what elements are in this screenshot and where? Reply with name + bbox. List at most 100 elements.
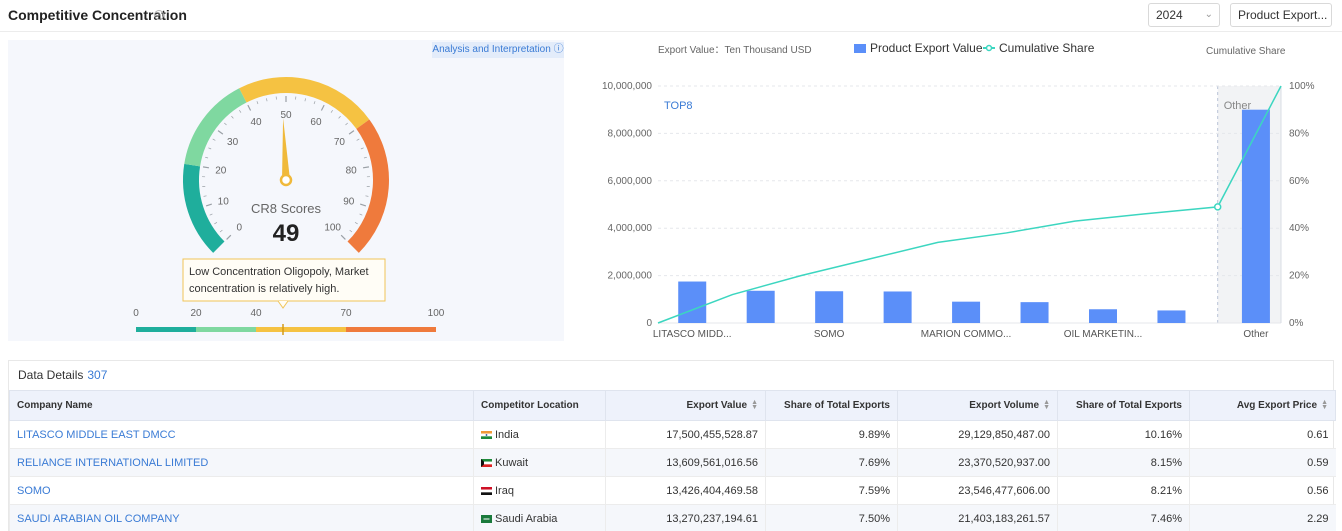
unit-label: Export Value：Ten Thousand USD: [658, 45, 812, 56]
avg-price: 2.29: [1189, 504, 1336, 531]
bar[interactable]: [952, 301, 981, 323]
dial-tick: [256, 101, 259, 105]
col-share-exports[interactable]: Share of Total Exports: [765, 390, 898, 421]
gauge-needle: [282, 118, 290, 181]
dial-tick: [203, 195, 207, 197]
bar[interactable]: [1020, 302, 1049, 323]
details-count: 307: [87, 368, 108, 382]
export-value-chart: Export Value：Ten Thousand USD Product Ex…: [602, 41, 1315, 340]
col-export-volume[interactable]: Export Volume ▲ ▼: [897, 390, 1058, 421]
other-label: Other: [1224, 100, 1252, 112]
y-tick-label: 0: [646, 318, 652, 329]
bar[interactable]: [678, 281, 707, 323]
saudi-flag-icon: [481, 514, 492, 523]
company-name-link[interactable]: SAUDI ARABIAN OIL COMPANY: [9, 504, 474, 531]
legend-bar-label[interactable]: Product Export Value: [870, 41, 983, 55]
bar[interactable]: [815, 291, 844, 323]
location-text: Kuwait: [495, 456, 529, 469]
product-select[interactable]: Product Export...: [1230, 3, 1332, 27]
dial-tick: [338, 115, 341, 119]
section-header: Competitive Concentration i 2024 ⌄ Produ…: [0, 0, 1342, 32]
export-value: 17,500,455,528.87: [605, 420, 766, 449]
year-select[interactable]: 2024 ⌄: [1148, 3, 1220, 27]
dial-label: 90: [343, 196, 355, 207]
dial-tick: [340, 234, 346, 240]
sort-icon[interactable]: ▲ ▼: [1321, 399, 1328, 412]
dial-label: 40: [250, 117, 262, 128]
location-text: Saudi Arabia: [495, 512, 558, 525]
export-value: 13,426,404,469.58: [605, 476, 766, 505]
dial-label: 30: [227, 137, 239, 148]
y-tick-label: 6,000,000: [608, 176, 653, 187]
analysis-interpretation-button[interactable]: Analysis and Interpretation ⓘ: [432, 42, 564, 58]
needle-hub: [279, 173, 293, 187]
company-name-link[interactable]: RELIANCE INTERNATIONAL LIMITED: [9, 448, 474, 477]
sort-icon[interactable]: ▲ ▼: [1043, 399, 1050, 412]
sort-icon[interactable]: ▲ ▼: [751, 399, 758, 412]
x-tick-label: Other: [1243, 329, 1269, 340]
tooltip-box: Low Concentration Oligopoly, Market conc…: [182, 258, 386, 309]
right-axis-title: Cumulative Share: [1206, 46, 1286, 57]
scale-label: 0: [133, 308, 139, 319]
bar[interactable]: [1089, 309, 1117, 323]
export-volume: 23,546,477,606.00: [897, 476, 1058, 505]
cumulative-marker[interactable]: [1213, 203, 1222, 211]
dial-tick: [349, 229, 353, 233]
col-avg-price[interactable]: Avg Export Price ▲ ▼: [1189, 390, 1336, 421]
dial-tick: [208, 147, 212, 150]
share-volume: 8.21%: [1057, 476, 1190, 505]
dial-tick: [266, 98, 268, 102]
col-competitor-location[interactable]: Competitor Location: [473, 390, 606, 421]
details-header: Data Details 307: [9, 361, 1333, 390]
legend-line-marker: [985, 44, 993, 52]
dial-label: 70: [334, 137, 346, 148]
cumulative-share-line: [657, 85, 1282, 324]
info-icon[interactable]: i: [154, 10, 164, 20]
dial-tick: [239, 109, 242, 113]
iraq-flag-icon: [481, 486, 492, 495]
avg-price: 0.59: [1189, 448, 1336, 477]
col-export-value-label: Export Value: [686, 400, 748, 411]
location-text: Iraq: [495, 484, 514, 497]
table-row[interactable]: SAUDI ARABIAN OIL COMPANY Saudi Arabia 13,…: [9, 504, 1336, 531]
table-row[interactable]: LITASCO MIDDLE EAST DMCC India 17,500,455,…: [9, 420, 1336, 449]
bar[interactable]: [883, 291, 912, 323]
col-export-value[interactable]: Export Value ▲ ▼: [605, 390, 766, 421]
product-value: Product Export...: [1238, 8, 1328, 22]
scale-label: 40: [250, 308, 262, 319]
table-row[interactable]: SOMO Iraq 13,426,404,469.58 7.59% 23,546,477…: [9, 476, 1336, 505]
col-company-name[interactable]: Company Name: [9, 390, 474, 421]
dial-tick: [365, 195, 369, 197]
y2-tick-label: 20%: [1289, 271, 1309, 282]
export-value: 13,270,237,194.61: [605, 504, 766, 531]
bar[interactable]: [1157, 310, 1186, 323]
dial-tick: [202, 166, 210, 169]
tooltip-line-2: concentration is relatively high.: [189, 283, 339, 295]
dial-tick: [313, 101, 316, 105]
company-name-link[interactable]: LITASCO MIDDLE EAST DMCC: [9, 420, 474, 449]
share-exports: 7.50%: [765, 504, 898, 531]
table-row[interactable]: RELIANCE INTERNATIONAL LIMITED Kuwait 13,6…: [9, 448, 1336, 477]
company-name-link[interactable]: SOMO: [9, 476, 474, 505]
dial-tick: [360, 147, 364, 150]
scale-segment: [136, 327, 196, 332]
competitor-location: India: [473, 420, 606, 449]
legend-line-label[interactable]: Cumulative Share: [999, 41, 1095, 55]
col-avg-price-label: Avg Export Price: [1236, 400, 1318, 411]
share-exports: 7.69%: [765, 448, 898, 477]
avg-price: 0.61: [1189, 420, 1336, 449]
export-value: 13,609,561,016.56: [605, 448, 766, 477]
scale-label: 100: [428, 308, 445, 319]
dial-tick: [231, 115, 234, 119]
col-share-volume[interactable]: Share of Total Exports: [1057, 390, 1190, 421]
cr8-gauge: 0 10 20 30 40 50 60 70 80 90 100 CR8 Scores 49 Low…: [133, 77, 445, 335]
share-exports: 9.89%: [765, 420, 898, 449]
dial-tick: [345, 122, 348, 126]
bar[interactable]: [1241, 109, 1270, 323]
dial-label: 50: [280, 110, 292, 121]
dial-tick: [226, 234, 232, 240]
bar[interactable]: [746, 290, 775, 323]
dial-tick: [354, 222, 358, 225]
score-value: 49: [273, 220, 300, 247]
location-text: India: [495, 428, 519, 441]
